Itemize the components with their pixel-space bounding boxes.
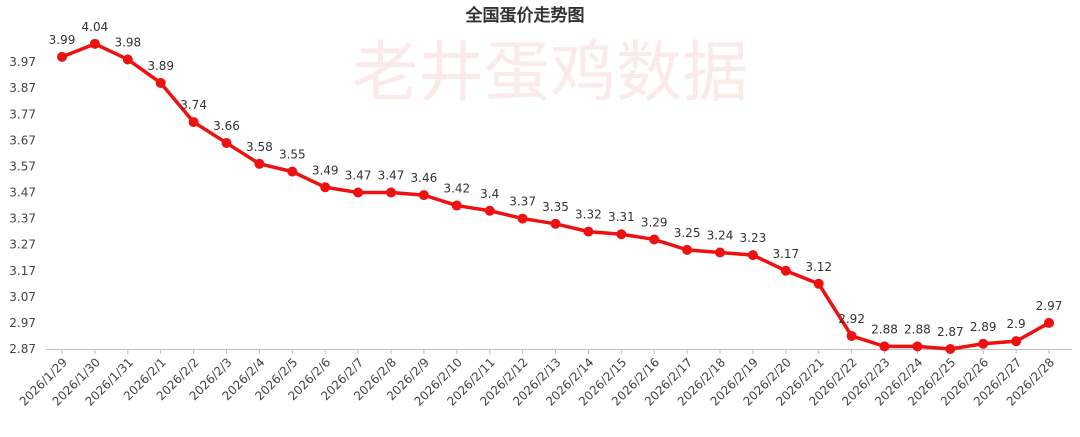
y-tick-label: 3.67 — [9, 133, 36, 147]
chart-title: 全国蛋价走势图 — [465, 5, 585, 26]
data-label: 3.25 — [674, 226, 701, 240]
data-label: 3.4 — [480, 187, 499, 201]
y-tick-label: 3.87 — [9, 81, 36, 95]
data-label: 2.87 — [937, 325, 964, 339]
data-point — [616, 229, 627, 240]
data-label: 4.04 — [82, 20, 109, 34]
data-label: 3.74 — [180, 98, 207, 112]
y-tick-label: 3.57 — [9, 159, 36, 173]
data-point — [780, 265, 791, 276]
data-label: 2.88 — [871, 322, 898, 336]
data-point — [287, 166, 298, 177]
y-tick-label: 2.87 — [9, 342, 36, 356]
data-label: 3.42 — [443, 182, 470, 196]
data-point — [57, 51, 67, 62]
data-point — [682, 244, 693, 255]
data-points — [57, 38, 1054, 354]
data-label: 3.12 — [805, 260, 832, 274]
data-point — [155, 77, 166, 88]
data-label: 3.98 — [114, 35, 141, 49]
data-label: 3.99 — [49, 33, 76, 47]
data-label: 3.58 — [246, 140, 273, 154]
data-label: 3.46 — [411, 171, 438, 185]
data-point — [583, 226, 594, 237]
data-point — [484, 205, 495, 216]
data-point — [517, 213, 528, 224]
data-point — [320, 182, 331, 193]
data-point — [1044, 317, 1054, 328]
data-label: 3.24 — [707, 228, 734, 242]
data-label: 2.9 — [1007, 317, 1026, 331]
data-label: 3.55 — [279, 148, 306, 162]
y-tick-label: 3.37 — [9, 212, 36, 226]
y-tick-label: 3.27 — [9, 238, 36, 252]
chart-watermark: 老井蛋鸡数据 — [352, 34, 748, 111]
data-point — [89, 38, 100, 49]
data-point — [1011, 336, 1022, 347]
data-point — [418, 190, 429, 201]
data-label: 3.89 — [147, 59, 174, 73]
x-axis-ticks: 2026/1/292026/1/302026/1/312026/2/12026/… — [17, 349, 1057, 409]
data-label: 3.47 — [345, 169, 372, 183]
y-tick-label: 3.47 — [9, 186, 36, 200]
data-label: 2.89 — [970, 320, 997, 334]
data-point — [846, 330, 857, 341]
y-tick-label: 3.07 — [9, 290, 36, 304]
data-label: 2.88 — [904, 322, 931, 336]
data-label: 3.31 — [608, 210, 635, 224]
data-label: 3.32 — [575, 208, 602, 222]
data-point — [747, 250, 758, 261]
data-label: 3.29 — [641, 215, 668, 229]
data-label: 3.66 — [213, 119, 240, 133]
y-tick-label: 3.77 — [9, 107, 36, 121]
data-point — [451, 200, 462, 211]
data-label: 3.49 — [312, 163, 339, 177]
data-point — [813, 278, 824, 289]
y-tick-label: 3.17 — [9, 264, 36, 278]
data-point — [978, 338, 989, 349]
data-label: 3.17 — [772, 247, 799, 261]
data-point — [912, 341, 923, 352]
data-label: 3.23 — [740, 231, 767, 245]
data-point — [649, 234, 660, 245]
data-point — [715, 247, 725, 258]
data-point — [945, 344, 956, 354]
data-point — [122, 54, 133, 65]
data-label: 2.92 — [838, 312, 865, 326]
data-point — [254, 158, 265, 169]
data-point — [221, 137, 232, 148]
y-tick-label: 2.97 — [9, 316, 36, 330]
data-labels: 3.99 4.04 3.98 3.89 3.74 3.66 3.58 3.55 3.49 3.47… — [49, 20, 1063, 339]
data-label: 3.47 — [378, 169, 405, 183]
data-label: 3.37 — [509, 195, 536, 209]
data-point — [386, 187, 396, 198]
data-point — [550, 218, 561, 229]
data-label: 2.97 — [1036, 299, 1063, 313]
y-tick-label: 3.97 — [9, 55, 36, 69]
data-point — [188, 117, 199, 128]
y-axis-ticks: 2.87 2.97 3.07 3.17 3.27 3.37 3.47 3.57 3.67 3.77… — [9, 55, 36, 356]
data-label: 3.35 — [542, 200, 569, 214]
data-point — [879, 341, 890, 352]
data-point — [353, 187, 364, 198]
